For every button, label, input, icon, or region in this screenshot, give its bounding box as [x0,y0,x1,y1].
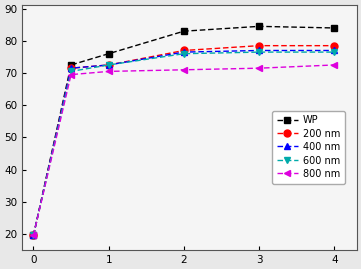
800 nm [332,63,336,67]
WP [69,63,73,67]
Line: 800 nm: 800 nm [30,62,338,239]
Line: 400 nm: 400 nm [30,47,338,239]
200 nm [31,234,36,237]
400 nm [69,66,73,70]
200 nm [257,44,261,47]
800 nm [182,68,186,71]
600 nm [106,63,111,67]
800 nm [31,234,36,237]
WP [182,30,186,33]
Line: 200 nm: 200 nm [30,42,338,239]
400 nm [332,49,336,52]
200 nm [106,63,111,67]
600 nm [332,51,336,54]
200 nm [182,49,186,52]
400 nm [106,63,111,67]
400 nm [31,234,36,237]
WP [332,26,336,30]
600 nm [31,234,36,237]
200 nm [332,44,336,47]
600 nm [182,52,186,55]
400 nm [182,51,186,54]
600 nm [69,70,73,73]
800 nm [69,73,73,76]
400 nm [257,49,261,52]
WP [257,25,261,28]
WP [106,52,111,55]
600 nm [257,51,261,54]
800 nm [257,66,261,70]
800 nm [106,70,111,73]
Line: WP: WP [30,23,338,239]
WP [31,234,36,237]
200 nm [69,66,73,70]
Line: 600 nm: 600 nm [30,49,338,239]
Legend: WP, 200 nm, 400 nm, 600 nm, 800 nm: WP, 200 nm, 400 nm, 600 nm, 800 nm [272,111,345,184]
